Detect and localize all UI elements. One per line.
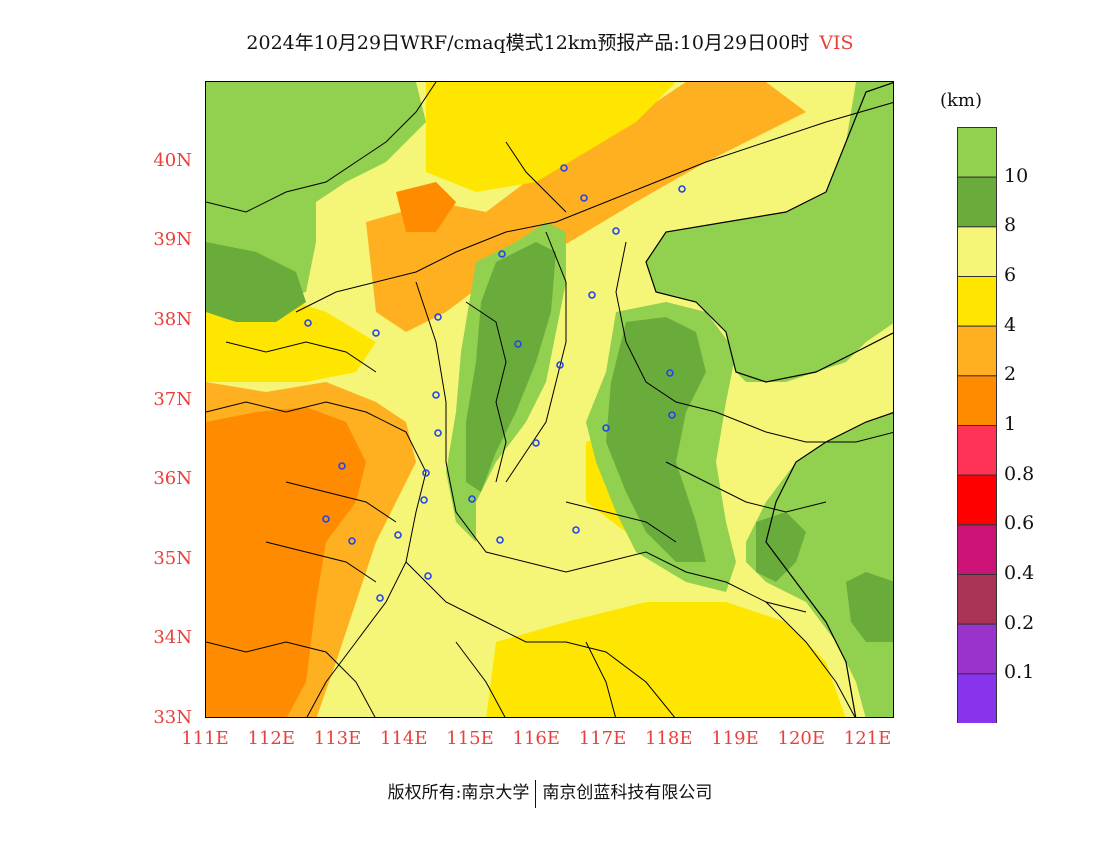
city-marker [556,361,564,369]
city-marker [468,495,476,503]
colorbar-segment [957,176,997,228]
lon-label: 111E [181,728,229,749]
colorbar [957,127,997,723]
lon-label: 119E [711,728,759,749]
colorbar-label: 0.6 [1004,512,1035,535]
city-marker [580,194,588,202]
lon-label: 112E [247,728,296,749]
city-marker [424,572,432,580]
lon-label: 114E [380,728,428,749]
lat-label: 36N [153,468,192,490]
city-marker [434,429,442,437]
yellow-region-south [486,602,846,717]
colorbar-segment [957,623,997,675]
city-marker [498,250,506,258]
colorbar-unit: (km) [940,90,983,111]
city-marker [422,469,430,477]
colorbar-label: 1 [1004,413,1017,435]
copyright: 版权所有:南京大学 南京创蓝科技有限公司 [0,778,1100,808]
city-marker [532,439,540,447]
colorbar-segment [957,375,997,426]
colorbar-label: 0.2 [1004,611,1035,634]
lon-label: 116E [512,728,561,749]
colorbar-segment [957,325,997,377]
city-marker [496,536,504,544]
city-marker [420,496,428,504]
city-marker [304,319,312,327]
colorbar-label: 4 [1004,313,1017,336]
yellow-region-north [426,82,676,192]
colorbar-segment [957,474,997,526]
lat-label: 34N [153,627,192,649]
city-marker [394,531,402,539]
colorbar-segment [957,226,997,278]
lat-label: 39N [153,229,192,251]
colorbar-segment [957,574,997,625]
orange-region-west [206,407,366,717]
green-region-northwest [206,82,426,302]
city-marker [572,526,580,534]
lat-label: 38N [153,308,192,330]
city-marker [432,391,440,399]
colorbar-segment [957,673,997,723]
green-dark-region-east-central [606,317,706,562]
colorbar-label: 6 [1004,264,1017,286]
green-dark-region-coast [846,572,893,642]
colorbar-segment [957,425,997,476]
map-title: 2024年10月29日WRF/cmaq模式12km预报产品:10月29日00时 V… [0,28,1100,55]
colorbar-segment [957,524,997,576]
city-marker [376,594,384,602]
green-dark-region-southeast [756,512,806,582]
copyright-right: 南京创蓝科技有限公司 [542,783,713,803]
lon-label: 120E [777,728,826,749]
colorbar-label: 10 [1004,164,1029,187]
green-dark-region-central [466,242,556,492]
lon-label: 115E [446,728,494,749]
copyright-separator [535,779,537,808]
city-marker [678,185,686,193]
lon-label: 121E [843,728,892,749]
city-marker [668,411,676,419]
visibility-map [205,81,894,718]
title-main: 2024年10月29日WRF/cmaq模式12km预报产品:10月29日00时 [246,32,810,54]
copyright-left: 版权所有:南京大学 [387,783,530,803]
lat-label: 37N [153,388,192,410]
lat-label: 35N [153,547,192,569]
city-marker [322,515,330,523]
city-marker [434,313,442,321]
city-marker [514,340,522,348]
lon-label: 118E [645,728,693,749]
green-region-east-sea [646,82,893,382]
map-canvas [206,82,893,717]
colorbar-segment [957,276,997,327]
boundary-lines [206,82,893,717]
orange-region-north [396,182,456,232]
city-marker [588,291,596,299]
city-marker [348,537,356,545]
colorbar-label: 0.8 [1004,462,1035,485]
colorbar-label: 0.4 [1004,562,1035,584]
lat-label: 33N [153,707,192,728]
lon-label: 117E [578,728,627,749]
city-marker [602,424,610,432]
colorbar-segment [957,127,997,178]
colorbar-label: 0.1 [1004,661,1035,684]
colorbar-label: 8 [1004,214,1017,237]
green-dark-region-northwest [206,242,306,322]
colorbar-label: 2 [1004,363,1017,386]
title-variable: VIS [819,32,854,54]
lat-label: 40N [153,149,192,171]
city-marker [560,164,568,172]
city-marker [372,329,380,337]
coastline [645,82,893,717]
city-marker [338,462,346,470]
lon-label: 113E [313,728,362,749]
city-marker [612,227,620,235]
city-markers [304,164,686,602]
city-marker [666,369,674,377]
